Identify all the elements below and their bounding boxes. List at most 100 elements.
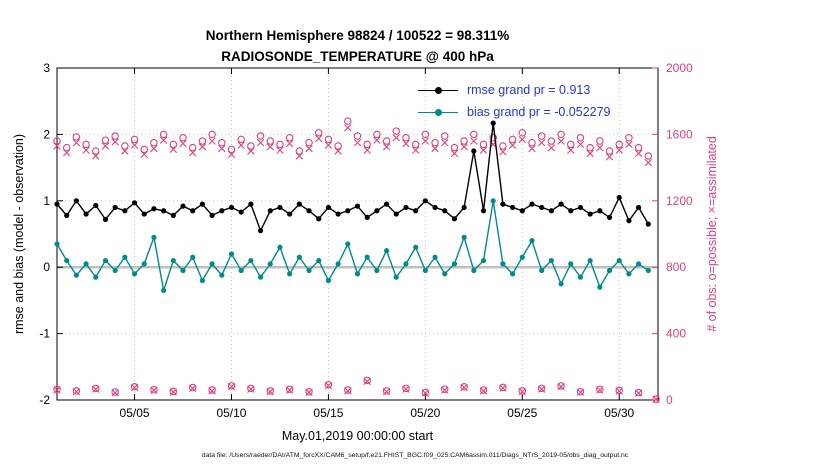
assimilated-obs-marker xyxy=(576,388,585,397)
possible-obs-marker xyxy=(557,130,565,139)
possible-obs-marker xyxy=(479,140,488,149)
rmse-marker xyxy=(490,120,496,126)
bias-marker xyxy=(83,261,89,267)
rmse-marker xyxy=(577,204,584,211)
possible-obs-marker xyxy=(324,380,333,389)
assimilated-obs-marker xyxy=(528,144,536,153)
possible-obs-marker xyxy=(528,138,536,147)
possible-obs-marker xyxy=(53,137,61,145)
y-axis-left-label: rmse and bias (model - observation) xyxy=(12,133,26,335)
assimilated-obs-marker xyxy=(411,146,420,154)
assimilated-obs-marker xyxy=(324,141,333,149)
assimilated-obs-marker xyxy=(557,137,565,145)
possible-obs-marker xyxy=(227,382,236,390)
y-right-tick-label: 1200 xyxy=(666,194,693,208)
assimilated-obs-marker xyxy=(402,139,410,148)
assimilated-obs-marker xyxy=(392,134,400,142)
rmse-marker xyxy=(364,214,370,220)
possible-obs-marker xyxy=(92,147,100,155)
possible-obs-marker xyxy=(363,140,371,149)
bias-marker xyxy=(539,267,545,274)
assimilated-obs-marker xyxy=(373,136,381,144)
possible-obs-marker xyxy=(188,383,197,392)
legend-item-rmse: rmse grand pr = 0.913 xyxy=(418,79,611,101)
assimilated-obs-marker xyxy=(567,146,575,154)
possible-obs-marker xyxy=(615,386,623,395)
possible-obs-marker xyxy=(247,384,255,393)
possible-obs-marker xyxy=(499,142,507,150)
obs-count-markers xyxy=(53,117,660,404)
bias-marker xyxy=(480,257,487,264)
assimilated-obs-marker xyxy=(363,146,371,154)
possible-obs-marker xyxy=(402,133,410,142)
assimilated-obs-marker xyxy=(237,141,245,149)
y-left-tick-label: 3 xyxy=(43,61,50,75)
legend: rmse grand pr = 0.913 bias grand pr = -0… xyxy=(418,79,611,123)
possible-obs-marker xyxy=(450,143,459,152)
possible-obs-marker xyxy=(140,145,148,154)
bias-marker xyxy=(180,267,186,274)
bias-marker xyxy=(558,281,564,287)
rmse-marker xyxy=(102,216,109,222)
possible-obs-marker xyxy=(305,138,313,147)
possible-obs-marker xyxy=(363,376,371,385)
possible-obs-marker xyxy=(285,133,294,142)
possible-obs-marker xyxy=(411,140,420,149)
assimilated-obs-marker xyxy=(615,387,623,395)
y-right-tick-label: 2000 xyxy=(666,61,693,75)
possible-obs-marker xyxy=(179,133,187,142)
rmse-marker xyxy=(636,204,642,211)
possible-obs-marker xyxy=(440,385,449,393)
possible-obs-marker xyxy=(421,130,430,139)
rmse-marker xyxy=(151,206,157,212)
assimilated-obs-marker xyxy=(479,387,488,395)
possible-obs-marker xyxy=(285,385,294,393)
y-left-tick-label: -1 xyxy=(39,327,50,341)
bias-marker xyxy=(73,272,79,278)
rmse-marker xyxy=(383,201,390,207)
bias-marker xyxy=(354,271,361,277)
assimilated-obs-marker xyxy=(499,148,507,156)
bias-marker xyxy=(122,254,128,260)
possible-obs-marker xyxy=(247,142,255,150)
assimilated-obs-marker xyxy=(53,386,61,394)
rmse-marker xyxy=(122,208,128,214)
bias-marker xyxy=(267,261,273,267)
assimilated-obs-marker xyxy=(150,144,158,153)
rmse-marker xyxy=(257,228,264,234)
possible-obs-marker xyxy=(169,140,178,149)
possible-obs-marker xyxy=(159,130,168,139)
x-tick-label: 05/15 xyxy=(313,406,343,420)
rmse-marker xyxy=(112,204,118,211)
assimilated-obs-marker xyxy=(247,147,255,155)
bias-marker xyxy=(287,271,293,277)
rmse-marker xyxy=(442,208,448,214)
assimilated-obs-marker xyxy=(557,383,565,391)
assimilated-obs-marker xyxy=(72,139,81,147)
rmse-marker xyxy=(287,211,293,217)
possible-obs-marker xyxy=(431,138,439,147)
possible-obs-marker xyxy=(499,383,507,392)
bias-marker xyxy=(335,261,341,267)
possible-obs-marker xyxy=(392,127,401,135)
possible-obs-marker xyxy=(62,143,71,152)
possible-obs-marker xyxy=(101,136,110,144)
assimilated-obs-marker xyxy=(315,134,323,143)
assimilated-obs-marker xyxy=(421,137,430,145)
possible-obs-marker xyxy=(634,388,643,397)
rmse-marker xyxy=(645,221,651,227)
assimilated-obs-marker xyxy=(596,143,604,152)
assimilated-obs-marker xyxy=(140,150,148,159)
assimilated-obs-marker xyxy=(218,144,226,153)
possible-obs-marker xyxy=(547,137,556,145)
rmse-marker xyxy=(54,201,60,207)
rmse-marker xyxy=(64,212,70,219)
assimilated-obs-marker xyxy=(63,148,71,157)
bias-line-sample xyxy=(418,107,458,118)
possible-obs-marker xyxy=(605,147,614,155)
rmse-line-sample xyxy=(418,85,458,96)
possible-obs-marker xyxy=(188,143,197,152)
bias-marker xyxy=(616,257,622,264)
bias-marker xyxy=(645,267,651,274)
